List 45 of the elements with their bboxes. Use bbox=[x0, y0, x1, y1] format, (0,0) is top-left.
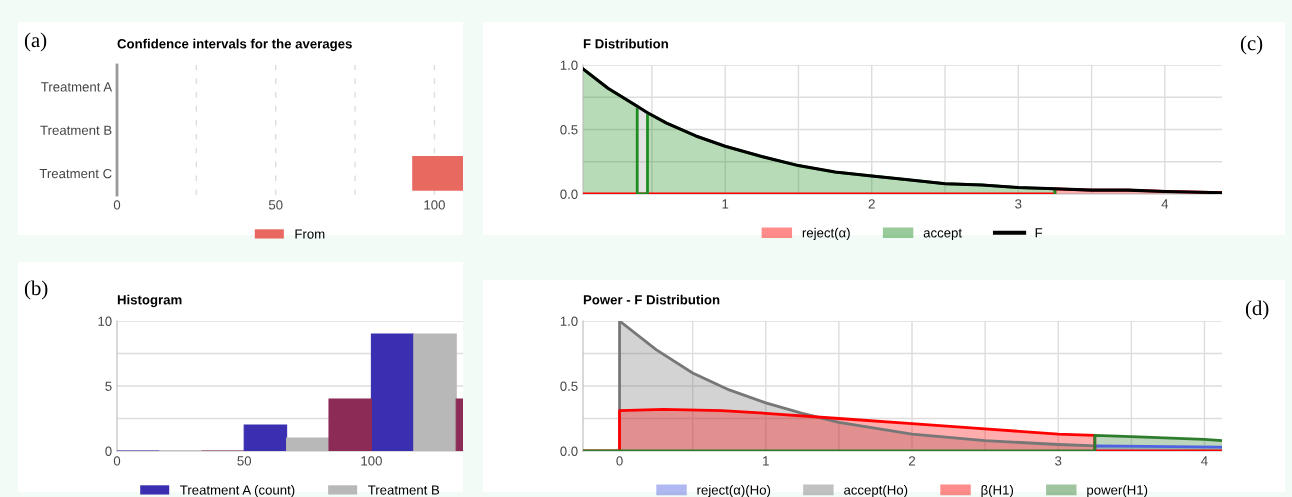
chart-title: Confidence intervals for the averages bbox=[117, 38, 352, 52]
text: (d) bbox=[1245, 300, 1269, 320]
legend-label: Treatment A (count) bbox=[180, 484, 295, 497]
x-tick-label: 2 bbox=[909, 456, 916, 466]
x-tick-label: 2 bbox=[868, 199, 875, 209]
legend-label: From bbox=[295, 229, 325, 239]
chart-title: F Distribution bbox=[583, 38, 668, 49]
x-tick-label: 1 bbox=[763, 456, 769, 466]
chart-title: Histogram bbox=[117, 294, 182, 308]
legend-label: accept bbox=[923, 228, 962, 241]
y-tick-label: 1.0 bbox=[560, 316, 578, 326]
x-tick-label: 4 bbox=[1201, 456, 1208, 466]
y-tick-label: 0.5 bbox=[560, 125, 578, 135]
y-tick-label: 0.0 bbox=[560, 446, 578, 456]
y-tick-label: Treatment B bbox=[40, 125, 112, 135]
y-tick-label: Treatment C bbox=[39, 168, 112, 179]
chart-title: Power - F Distribution bbox=[583, 294, 720, 305]
x-tick-label: 4 bbox=[1161, 199, 1169, 209]
legend-label: Treatment B bbox=[368, 485, 440, 495]
legend-label: β(H1) bbox=[981, 484, 1014, 497]
y-tick-label: 0 bbox=[105, 446, 112, 456]
legend-label: power(H1) bbox=[1087, 484, 1148, 497]
x-tick-label: 0 bbox=[113, 456, 121, 466]
y-tick-label: 5 bbox=[105, 381, 112, 391]
legend-label: reject(α)(Ho) bbox=[697, 484, 771, 497]
y-tick-label: 10 bbox=[98, 316, 112, 326]
legend-label: accept(Ho) bbox=[844, 484, 908, 497]
legend-label: reject(α) bbox=[802, 227, 850, 241]
x-tick-label: 0 bbox=[113, 200, 121, 210]
text: (a) bbox=[24, 32, 47, 52]
y-tick-label: 1.0 bbox=[560, 60, 578, 70]
x-tick-label: 100 bbox=[424, 200, 445, 210]
y-tick-label: 0.0 bbox=[560, 189, 578, 199]
y-tick-label: Treatment A bbox=[41, 82, 113, 92]
y-tick-label: 0.5 bbox=[560, 381, 578, 391]
x-tick-label: 100 bbox=[361, 456, 382, 466]
x-tick-label: 50 bbox=[237, 456, 252, 466]
text: (c) bbox=[1240, 35, 1263, 55]
legend-label: F bbox=[1035, 228, 1043, 238]
text: (b) bbox=[24, 280, 48, 300]
x-tick-label: 0 bbox=[616, 456, 623, 466]
x-tick-label: 3 bbox=[1055, 456, 1062, 466]
x-tick-label: 50 bbox=[268, 200, 283, 210]
x-tick-label: 1 bbox=[722, 199, 729, 209]
x-tick-label: 3 bbox=[1015, 199, 1022, 209]
